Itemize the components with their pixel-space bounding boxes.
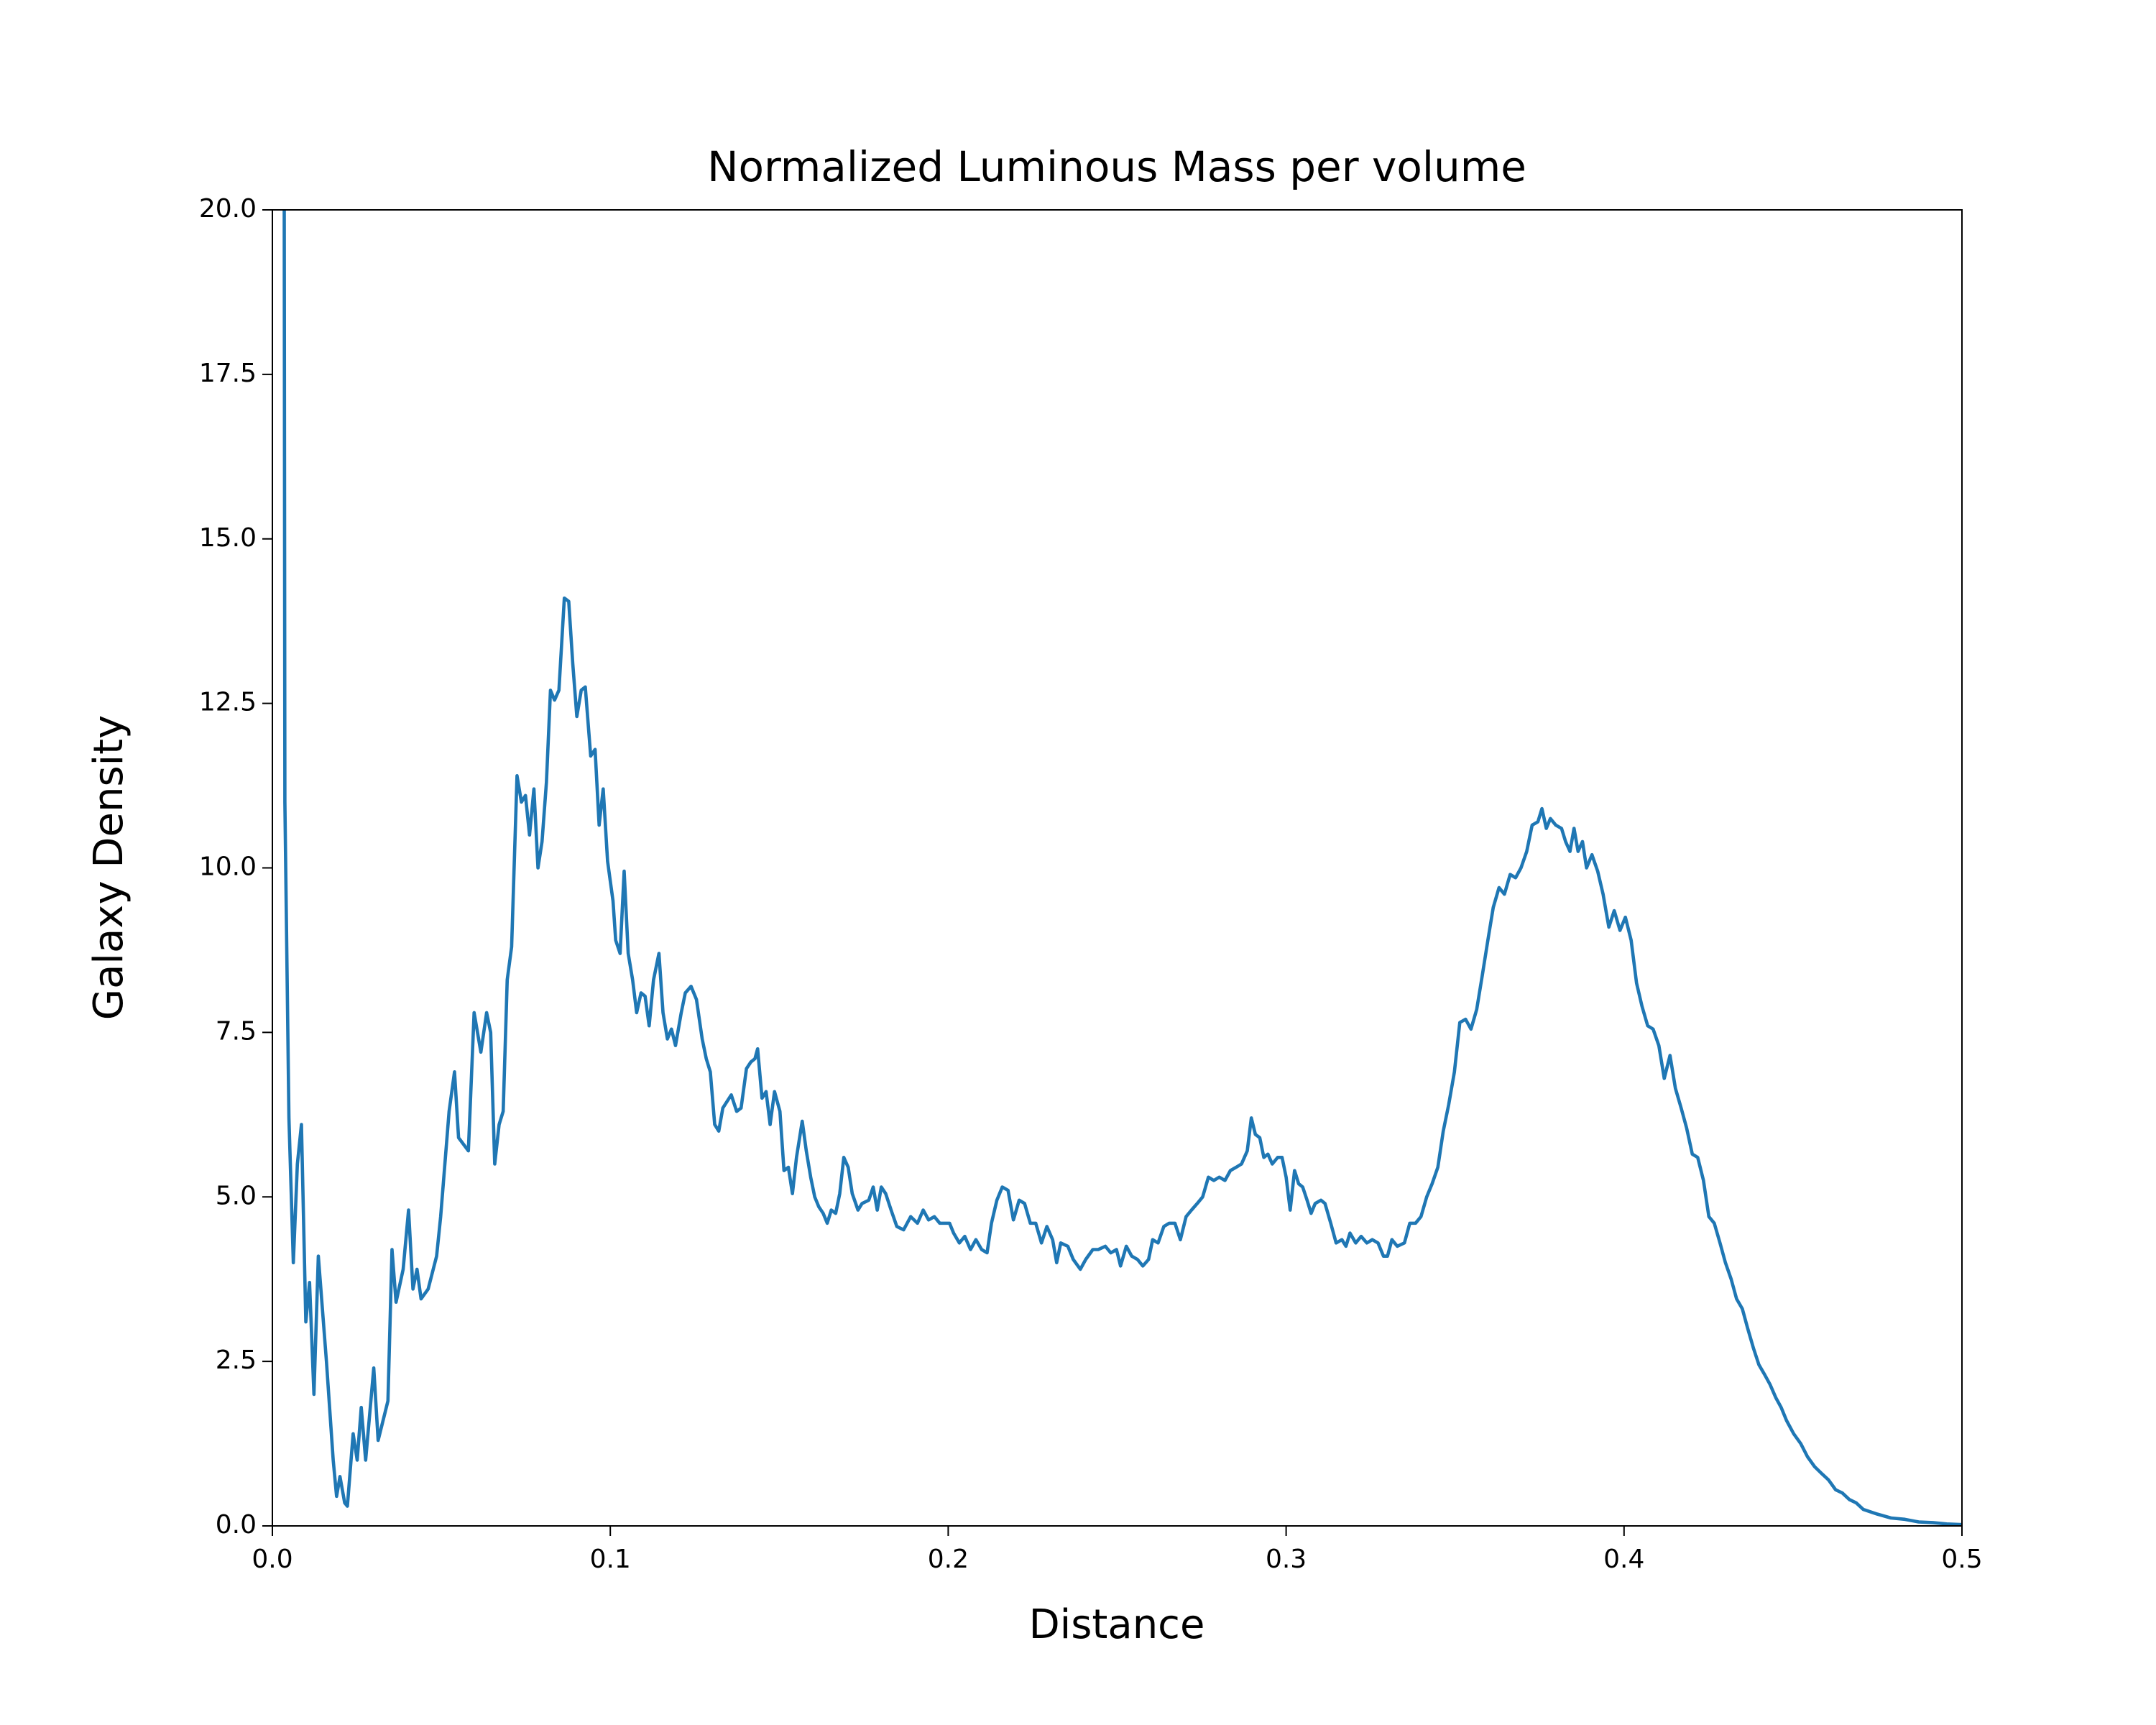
x-tick-label: 0.3 (1266, 1545, 1307, 1574)
plot-area (282, 210, 1962, 1526)
x-tick-label: 0.4 (1603, 1545, 1644, 1574)
y-tick-label: 0.0 (216, 1510, 257, 1540)
x-tick-label: 0.2 (928, 1545, 969, 1574)
y-axis-label: Galaxy Density (86, 715, 132, 1021)
y-tick-label: 5.0 (216, 1181, 257, 1210)
y-tick-label: 17.5 (199, 359, 257, 388)
x-tick-label: 0.0 (252, 1545, 292, 1574)
y-tick-label: 12.5 (199, 688, 257, 717)
x-tick-label: 0.5 (1941, 1545, 1982, 1574)
data-line (282, 210, 1962, 1526)
chart-title: Normalized Luminous Mass per volume (707, 142, 1526, 191)
y-tick-label: 2.5 (216, 1346, 257, 1375)
x-tick-label: 0.1 (590, 1545, 631, 1574)
y-tick-label: 10.0 (199, 852, 257, 882)
axes-frame (272, 209, 1963, 1527)
y-tick-label: 15.0 (199, 523, 257, 553)
y-tick-label: 7.5 (216, 1016, 257, 1046)
y-tick-label: 20.0 (199, 194, 257, 224)
x-axis-label: Distance (1029, 1601, 1205, 1648)
